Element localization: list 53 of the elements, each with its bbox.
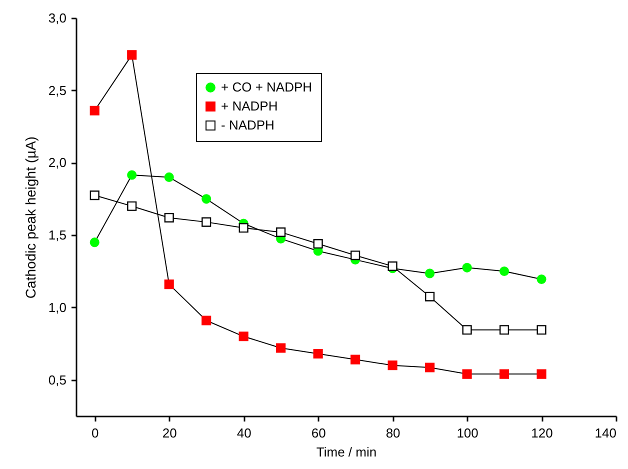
x-tick-label: 100 [456, 426, 478, 440]
y-tick-label: 0,5 [48, 372, 66, 388]
point [462, 325, 472, 335]
x-tick-label: 0 [92, 426, 99, 440]
point [499, 266, 510, 276]
point [90, 106, 100, 116]
y-tick-label: 2,0 [48, 155, 66, 170]
point [425, 268, 435, 278]
point [313, 238, 323, 249]
point [238, 332, 248, 342]
point [350, 250, 360, 260]
point [127, 201, 137, 211]
point [202, 217, 212, 227]
point [388, 261, 398, 271]
legend-label: - NADPH [221, 118, 274, 132]
x-tick-label: 120 [531, 426, 553, 440]
y-tick-label: 1,0 [48, 300, 66, 315]
point [388, 360, 398, 370]
point [90, 190, 100, 200]
point [276, 343, 286, 353]
point [536, 274, 546, 284]
y-tick-label: 3,0 [48, 10, 66, 26]
point [238, 223, 248, 233]
point [350, 354, 360, 364]
point [536, 369, 546, 379]
legend-label: + NADPH [221, 98, 278, 114]
x-tick-label: 40 [236, 426, 252, 440]
point [164, 212, 174, 223]
point [462, 369, 472, 379]
point [425, 292, 435, 302]
legend-label: + CO + NADPH [221, 80, 312, 94]
point [202, 316, 212, 326]
point [276, 227, 286, 237]
point [90, 238, 100, 248]
point [127, 170, 137, 180]
point [536, 325, 546, 335]
x-tick-label: 20 [162, 426, 177, 440]
point [499, 369, 510, 379]
x-tick-label: 80 [386, 426, 400, 440]
x-tick-label: 140 [594, 426, 616, 440]
point [164, 172, 174, 182]
point [462, 262, 472, 272]
point [127, 50, 137, 60]
point [499, 325, 510, 335]
y-tick-label: 1,5 [48, 228, 66, 243]
point [313, 348, 323, 359]
x-tick-label: 60 [311, 426, 326, 440]
y-tick-label: 2,5 [48, 82, 66, 98]
x-axis-title: Time / min [316, 444, 377, 460]
y-axis-title: Cathodic peak height (µA) [22, 136, 38, 299]
point [425, 362, 435, 372]
point [164, 280, 174, 290]
point [202, 194, 212, 204]
